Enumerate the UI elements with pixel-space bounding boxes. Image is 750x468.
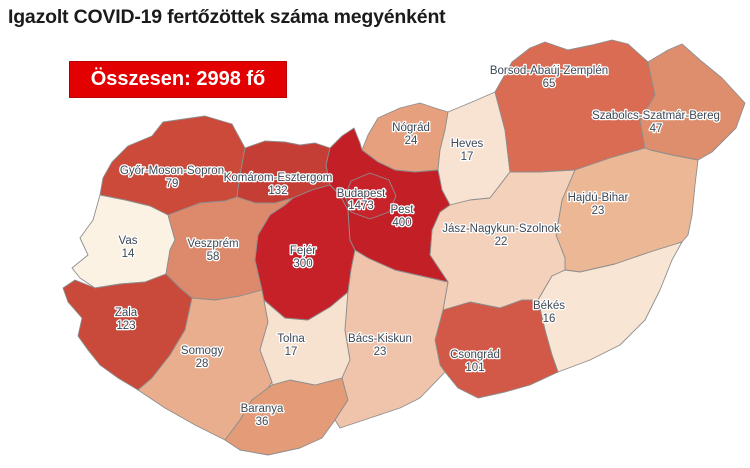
total-badge-label: Összesen: 2998 fő: [90, 68, 266, 90]
county-budapest: [344, 172, 397, 220]
county-label-komarom-esztergom: Komárom-Esztergom 132: [224, 172, 333, 197]
county-label-hajdu-bihar: Hajdú-Bihar 23: [568, 192, 629, 217]
county-label-fejer: Fejér 300: [290, 245, 316, 270]
county-label-gyor-moson-sopron: Győr-Moson-Sopron 79: [120, 165, 224, 190]
total-badge: Összesen: 2998 fő: [69, 61, 287, 98]
county-bacs-kiskun: [334, 249, 449, 429]
county-label-tolna: Tolna 17: [277, 333, 305, 358]
county-label-budapest: Budapest 1473: [337, 188, 386, 212]
county-bekes: [537, 241, 683, 373]
county-label-jasz-nagykun-szolnok: Jász-Nagykun-Szolnok 22: [442, 223, 560, 248]
county-label-baranya: Baranya 36: [241, 403, 284, 428]
county-label-vas: Vas 14: [119, 235, 138, 260]
page-title: Igazolt COVID-19 fertőzöttek száma megyé…: [8, 6, 446, 28]
county-label-veszprem: Veszprém 58: [187, 238, 238, 263]
county-szabolcs-szatmar-bereg: [639, 43, 746, 161]
county-label-bacs-kiskun: Bács-Kiskun 23: [348, 333, 412, 358]
county-label-csongrad: Csongrád 101: [450, 349, 500, 374]
county-label-szabolcs-szatmar-bereg: Szabolcs-Szatmár-Bereg 47: [592, 110, 720, 135]
county-label-zala: Zala 123: [115, 307, 138, 332]
county-label-pest: Pest 400: [390, 204, 414, 229]
county-label-borsod-abauj-zemplen: Borsod-Abaúj-Zemplén 65: [490, 65, 608, 90]
county-label-somogy: Somogy 28: [181, 345, 223, 370]
county-label-heves: Heves 17: [451, 138, 484, 163]
county-label-bekes: Békés 16: [533, 300, 565, 325]
county-label-nograd: Nógrád 24: [392, 122, 430, 147]
